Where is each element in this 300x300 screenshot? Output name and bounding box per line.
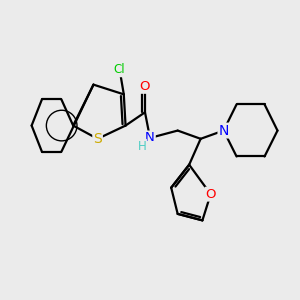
Text: N: N [218,124,229,138]
Text: N: N [145,131,155,144]
Text: H: H [137,140,146,153]
Text: O: O [140,80,150,93]
Text: O: O [206,188,216,201]
Text: S: S [93,132,102,146]
Text: Cl: Cl [114,63,125,76]
